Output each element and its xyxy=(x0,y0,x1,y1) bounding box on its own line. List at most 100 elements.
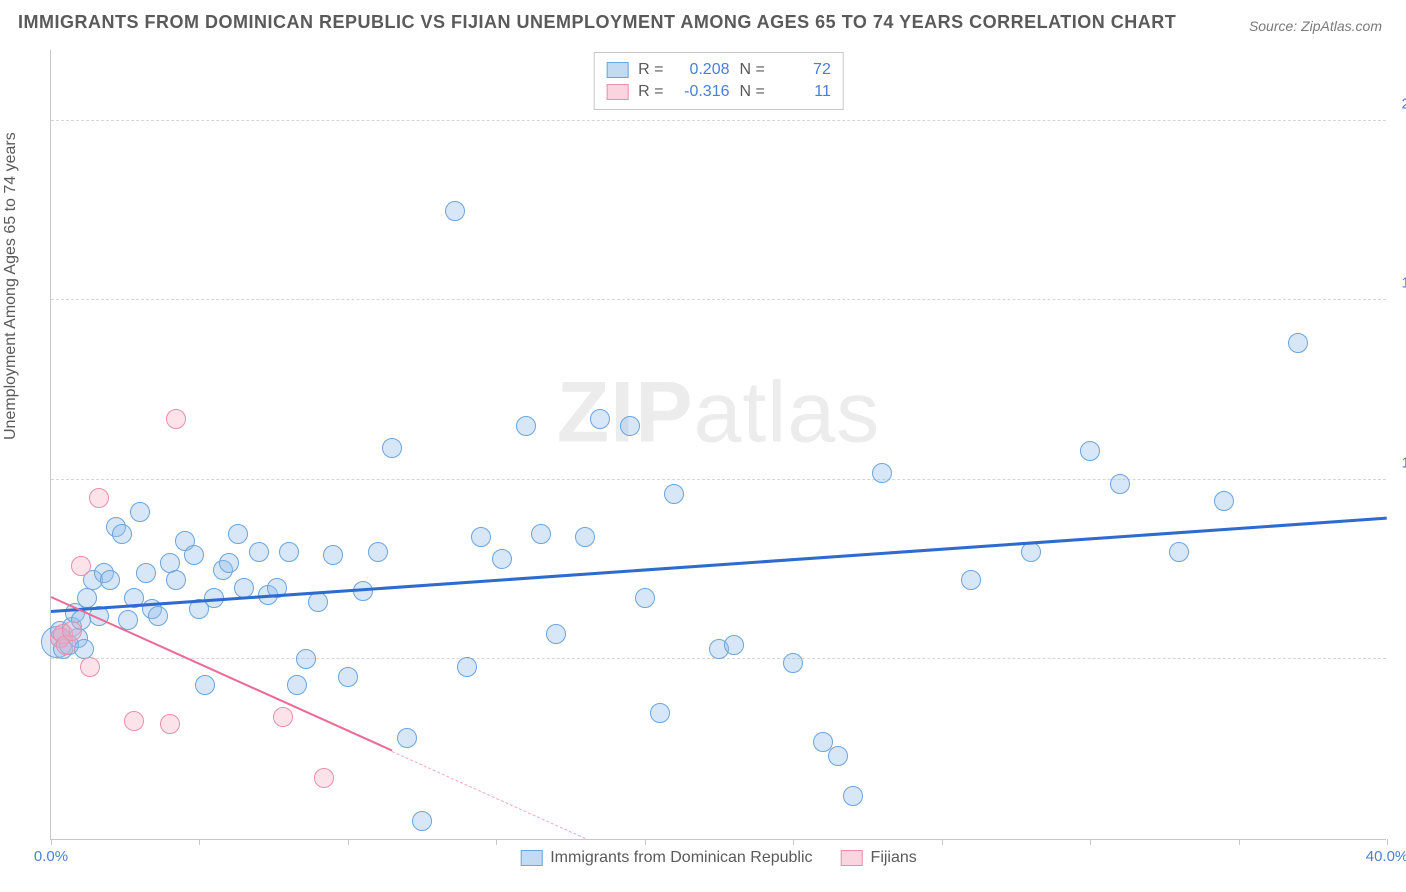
scatter-point-blue xyxy=(843,786,863,806)
scatter-point-blue xyxy=(1080,441,1100,461)
scatter-point-pink xyxy=(89,488,109,508)
scatter-point-blue xyxy=(249,542,269,562)
scatter-point-blue xyxy=(664,484,684,504)
legend-r-label: R = xyxy=(638,61,663,79)
scatter-point-blue xyxy=(620,416,640,436)
x-tick xyxy=(793,839,794,845)
scatter-point-blue xyxy=(160,553,180,573)
x-tick xyxy=(496,839,497,845)
scatter-point-blue xyxy=(961,570,981,590)
scatter-point-blue xyxy=(1169,542,1189,562)
scatter-point-blue xyxy=(279,542,299,562)
scatter-point-blue xyxy=(308,592,328,612)
scatter-point-pink xyxy=(124,711,144,731)
scatter-point-pink xyxy=(314,768,334,788)
legend-label-pink: Fijians xyxy=(871,849,917,867)
legend-n-label: N = xyxy=(740,61,765,79)
legend-r-pink: -0.316 xyxy=(674,83,730,101)
x-tick xyxy=(51,839,52,845)
scatter-point-blue xyxy=(77,588,97,608)
legend-n-blue: 72 xyxy=(775,61,831,79)
x-tick xyxy=(199,839,200,845)
x-tick xyxy=(645,839,646,845)
scatter-point-blue xyxy=(166,570,186,590)
scatter-point-blue xyxy=(112,524,132,544)
legend-stats-row-pink: R = -0.316 N = 11 xyxy=(606,81,831,103)
scatter-point-blue xyxy=(219,553,239,573)
scatter-point-blue xyxy=(650,703,670,723)
scatter-point-blue xyxy=(575,527,595,547)
legend-stats-row-blue: R = 0.208 N = 72 xyxy=(606,59,831,81)
scatter-point-pink xyxy=(160,714,180,734)
y-tick-label: 20.0% xyxy=(1401,95,1406,112)
scatter-point-pink xyxy=(166,409,186,429)
scatter-point-blue xyxy=(492,549,512,569)
scatter-point-blue xyxy=(471,527,491,547)
legend-n-label: N = xyxy=(740,83,765,101)
scatter-point-blue xyxy=(516,416,536,436)
y-tick-label: 15.0% xyxy=(1401,275,1406,292)
swatch-blue-icon xyxy=(520,850,542,866)
x-tick xyxy=(348,839,349,845)
scatter-point-blue xyxy=(74,639,94,659)
legend-r-label: R = xyxy=(638,83,663,101)
scatter-point-blue xyxy=(323,545,343,565)
scatter-point-pink xyxy=(80,657,100,677)
y-tick-label: 10.0% xyxy=(1401,454,1406,471)
scatter-point-blue xyxy=(872,463,892,483)
x-tick xyxy=(1090,839,1091,845)
gridline xyxy=(51,299,1386,300)
scatter-point-blue xyxy=(724,635,744,655)
scatter-point-blue xyxy=(382,438,402,458)
legend-series-box: Immigrants from Dominican Republic Fijia… xyxy=(514,849,923,867)
scatter-point-blue xyxy=(195,675,215,695)
y-axis-label: Unemployment Among Ages 65 to 74 years xyxy=(2,132,20,440)
swatch-blue-icon xyxy=(606,62,628,78)
x-tick xyxy=(942,839,943,845)
scatter-point-blue xyxy=(1288,333,1308,353)
legend-stats-box: R = 0.208 N = 72 R = -0.316 N = 11 xyxy=(593,52,844,110)
chart-title: IMMIGRANTS FROM DOMINICAN REPUBLIC VS FI… xyxy=(18,12,1176,33)
watermark-atlas: atlas xyxy=(694,364,881,460)
scatter-point-pink xyxy=(273,707,293,727)
watermark-zip: ZIP xyxy=(557,364,694,460)
scatter-point-pink xyxy=(62,621,82,641)
legend-item-pink: Fijians xyxy=(841,849,917,867)
scatter-point-blue xyxy=(1110,474,1130,494)
gridline xyxy=(51,479,1386,480)
source-label: Source: ZipAtlas.com xyxy=(1249,18,1382,34)
swatch-pink-icon xyxy=(606,84,628,100)
scatter-point-blue xyxy=(457,657,477,677)
scatter-point-blue xyxy=(148,606,168,626)
scatter-point-blue xyxy=(234,578,254,598)
swatch-pink-icon xyxy=(841,850,863,866)
scatter-point-blue xyxy=(1214,491,1234,511)
scatter-point-blue xyxy=(136,563,156,583)
gridline xyxy=(51,120,1386,121)
scatter-point-blue xyxy=(546,624,566,644)
scatter-point-blue xyxy=(338,667,358,687)
legend-item-blue: Immigrants from Dominican Republic xyxy=(520,849,812,867)
scatter-point-blue xyxy=(828,746,848,766)
scatter-point-blue xyxy=(783,653,803,673)
scatter-point-blue xyxy=(397,728,417,748)
legend-r-blue: 0.208 xyxy=(674,61,730,79)
x-tick xyxy=(1387,839,1388,845)
scatter-point-blue xyxy=(184,545,204,565)
scatter-point-blue xyxy=(445,201,465,221)
x-tick xyxy=(1239,839,1240,845)
scatter-point-blue xyxy=(412,811,432,831)
scatter-point-blue xyxy=(296,649,316,669)
scatter-point-blue xyxy=(130,502,150,522)
scatter-point-blue xyxy=(287,675,307,695)
scatter-point-blue xyxy=(100,570,120,590)
scatter-point-blue xyxy=(368,542,388,562)
x-tick-label: 40.0% xyxy=(1366,848,1406,865)
legend-n-pink: 11 xyxy=(775,83,831,101)
legend-label-blue: Immigrants from Dominican Republic xyxy=(550,849,812,867)
trend-line xyxy=(51,516,1387,612)
scatter-point-blue xyxy=(635,588,655,608)
plot-area: ZIPatlas R = 0.208 N = 72 R = -0.316 N =… xyxy=(50,50,1386,840)
x-tick-label: 0.0% xyxy=(34,848,68,865)
scatter-point-pink xyxy=(71,556,91,576)
